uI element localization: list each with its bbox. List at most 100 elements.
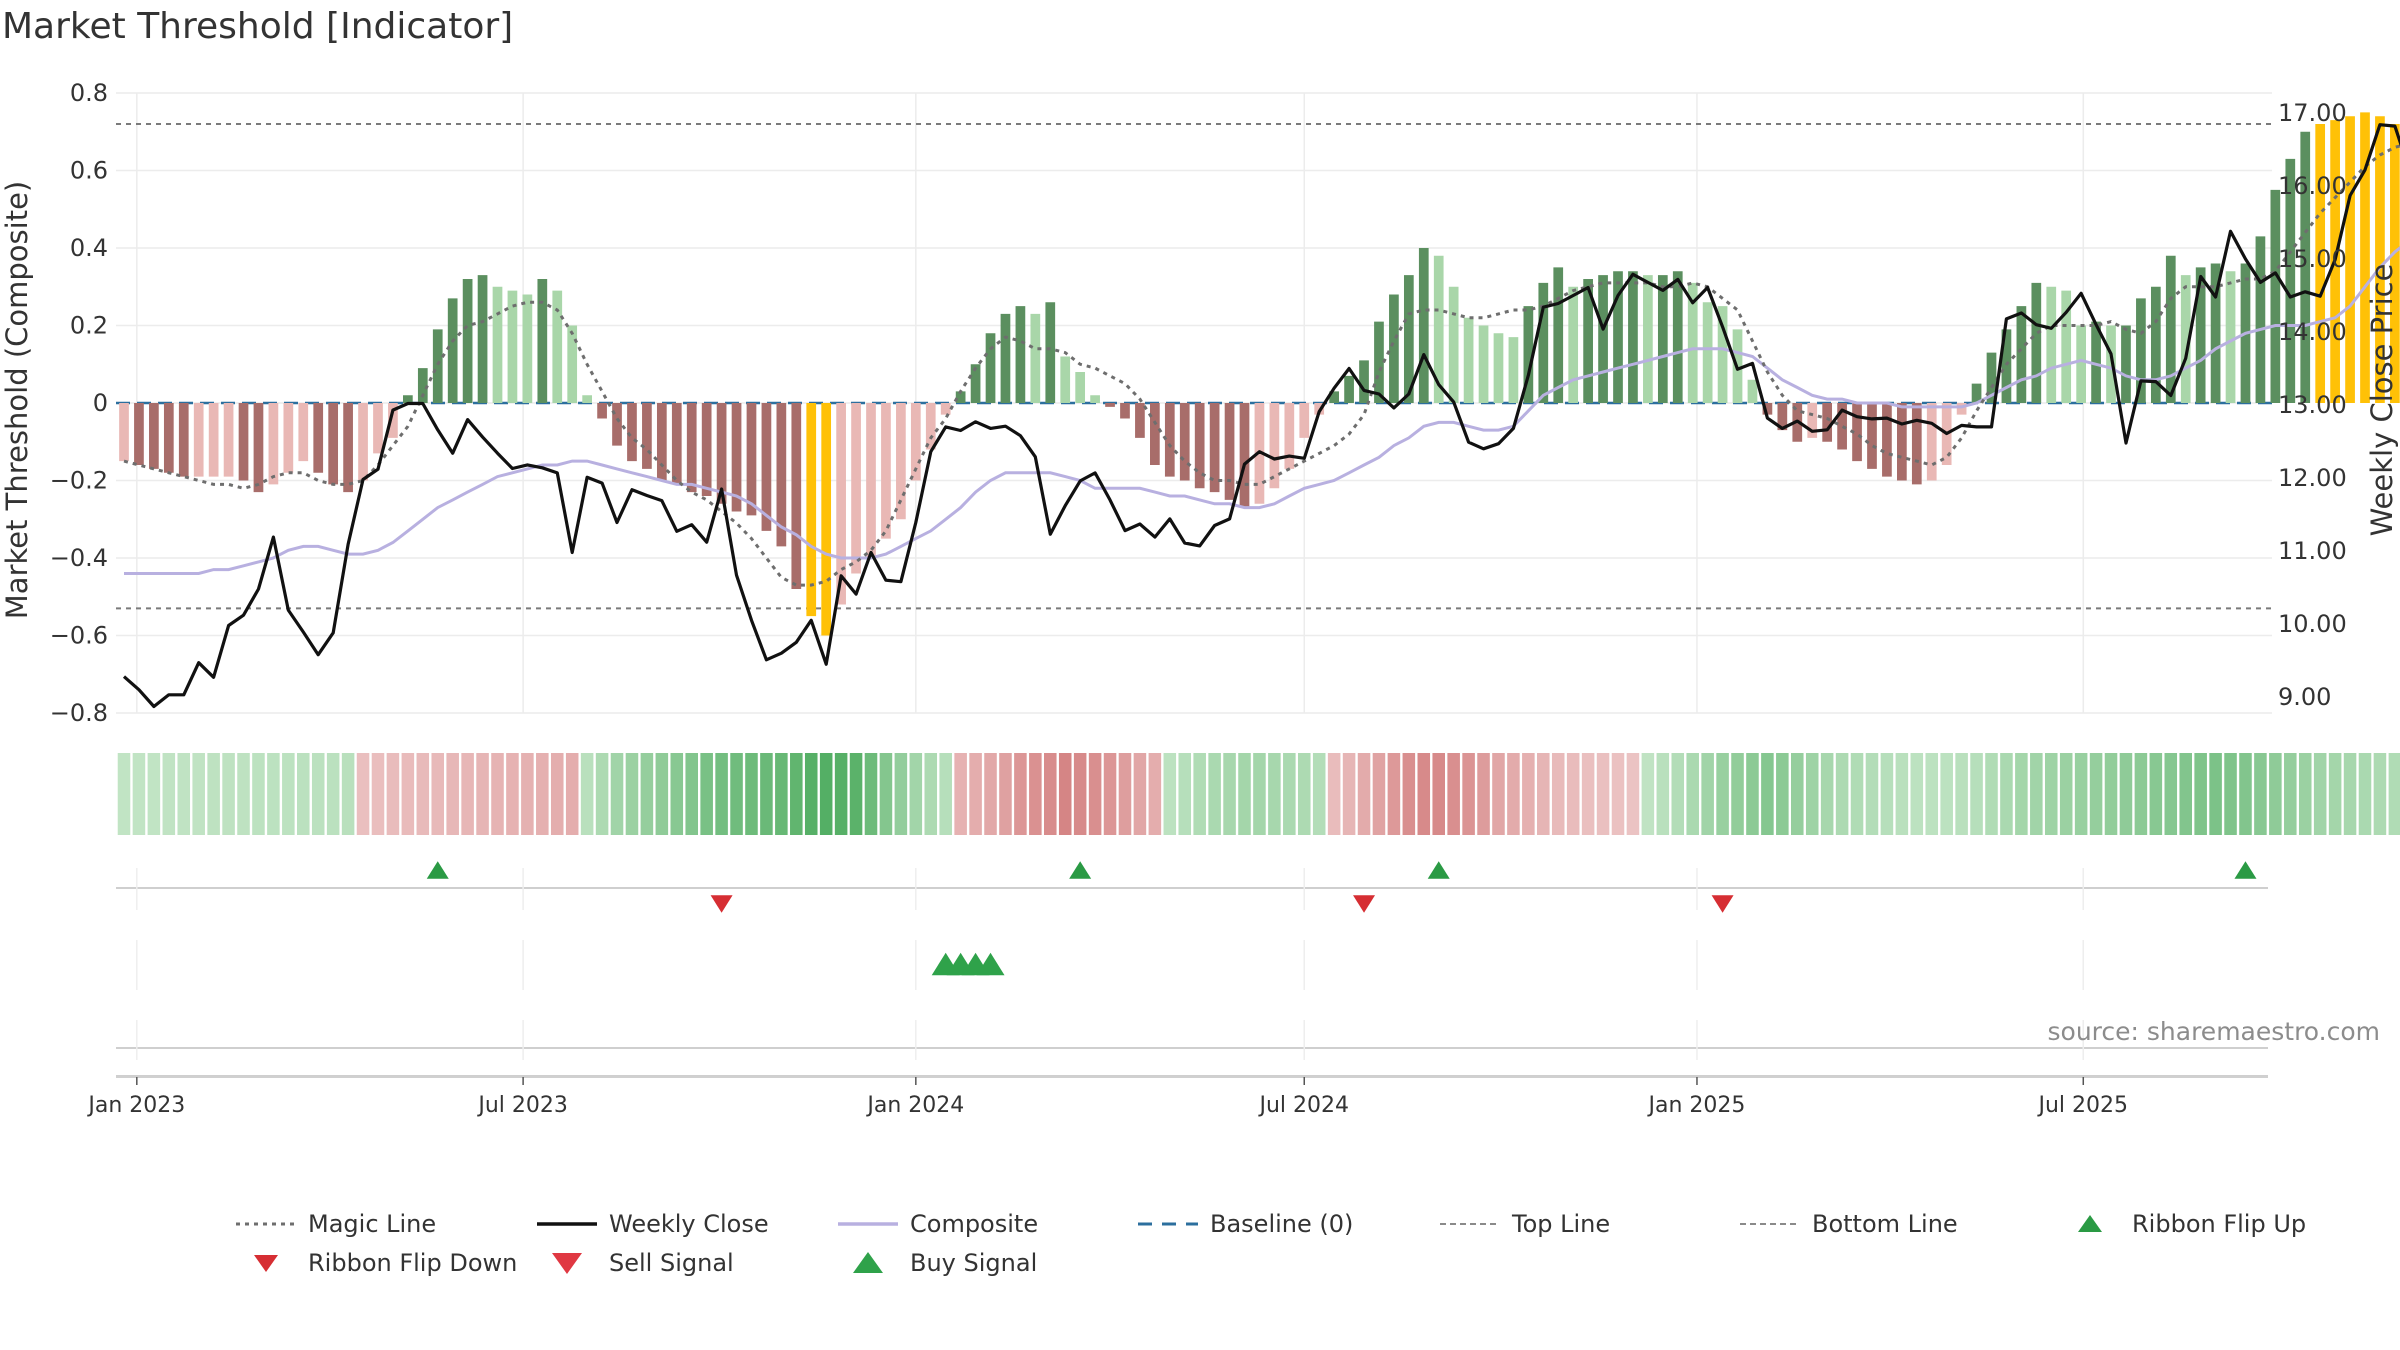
composite-bar (1344, 375, 1354, 403)
y-tick-label: 0.8 (70, 79, 108, 107)
y-tick-label: −0.6 (50, 622, 108, 650)
composite-bar (163, 403, 174, 473)
ribbon-cell (2044, 753, 2058, 835)
composite-bar (1284, 403, 1295, 469)
ribbon-cell (2164, 753, 2178, 835)
ribbon-cell (1551, 753, 1565, 835)
legend-swatch (254, 1255, 278, 1272)
source-note: source: sharemaestro.com (2048, 1017, 2381, 1046)
ribbon-cell (580, 753, 594, 835)
ribbon-cell (282, 753, 295, 835)
ribbon-cell (1073, 753, 1087, 835)
ribbon-cell (2194, 753, 2207, 835)
ribbon-cell (790, 753, 803, 835)
ribbon-cell (1940, 753, 1953, 835)
ribbon-cell (954, 753, 967, 835)
ribbon-cell (311, 753, 325, 835)
ribbon-cell (1955, 753, 1968, 835)
composite-bar (283, 403, 294, 473)
weekly-close-line (122, 123, 2400, 709)
ribbon-flip-down-marker (1353, 895, 1376, 913)
ribbon-cell (1731, 753, 1744, 835)
ribbon-cell (1776, 753, 1789, 835)
composite-bar (537, 279, 548, 403)
x-tick-label: Jan 2023 (86, 1093, 185, 1118)
composite-bar (1702, 302, 1713, 403)
composite-bar (343, 403, 353, 493)
ribbon-cell (999, 753, 1012, 835)
composite-bar (2106, 325, 2116, 403)
composite-bar (1329, 391, 1339, 403)
composite-bar (1194, 403, 1205, 489)
ribbon-cell (2328, 753, 2342, 835)
composite-bar (955, 391, 966, 403)
composite-bar (1717, 306, 1728, 403)
legend-label: Sell Signal (609, 1249, 734, 1277)
legend-item: Composite (838, 1210, 1038, 1238)
legend-item: Sell Signal (552, 1249, 734, 1277)
composite-bar (238, 403, 249, 481)
composite-bar (776, 403, 787, 547)
composite-bar (462, 279, 473, 403)
ribbon-cell (819, 753, 833, 835)
y-axis-left-label: Market Threshold (Composite) (0, 181, 34, 619)
composite-bar (477, 275, 488, 403)
ribbon-cell (341, 753, 355, 835)
composite-bar (2091, 321, 2101, 403)
composite-bar (985, 333, 996, 403)
composite-bar (851, 403, 861, 574)
composite-bar (1986, 352, 1997, 403)
ribbon-flip-down-marker (710, 895, 733, 913)
composite-bar (716, 403, 727, 504)
composite-bar (1433, 255, 1444, 403)
ribbon-cell (1208, 753, 1221, 835)
x-tick-label: Jul 2023 (476, 1093, 568, 1118)
composite-bar (567, 325, 578, 403)
composite-bar (1568, 286, 1579, 403)
composite-bar (1493, 333, 1504, 403)
ribbon-cell (685, 753, 698, 835)
legend-label: Composite (910, 1210, 1038, 1238)
composite-bar (910, 403, 921, 481)
composite-bar (881, 403, 891, 539)
y-tick-label: 0.2 (70, 312, 108, 340)
ribbon-cell (775, 753, 788, 835)
ribbon-cell (969, 753, 982, 835)
composite-bar (1852, 403, 1862, 462)
composite-bar (1463, 317, 1474, 403)
legend-item: Ribbon Flip Up (2078, 1210, 2306, 1238)
composite-bar (686, 403, 697, 493)
ribbon-cell (1492, 753, 1505, 835)
composite-bar (1687, 282, 1698, 403)
y-right-tick-label: 13.00 (2278, 391, 2347, 419)
composite-bar (2016, 306, 2027, 403)
composite-bar (1403, 275, 1414, 403)
ribbon-cell (476, 753, 489, 835)
ribbon-cell (730, 753, 743, 835)
ribbon-cell (550, 753, 564, 835)
ribbon-cell (1716, 753, 1729, 835)
composite-bar (970, 364, 981, 403)
composite-bar (1164, 403, 1175, 477)
composite-bar (1209, 403, 1220, 493)
ribbon-cell (2015, 753, 2028, 835)
ribbon-cell (2149, 753, 2163, 835)
y-axis-right: 17.00 16.00 15.00 14.00 13.00 12.00 11.00 10.00… (2278, 99, 2347, 711)
composite-bar (2300, 131, 2311, 403)
y-right-tick-label: 9.00 (2278, 683, 2331, 711)
ribbon-cell (834, 753, 848, 835)
ribbon-cell (2074, 753, 2088, 835)
composite-bar (1762, 403, 1773, 415)
ribbon-cell (267, 753, 280, 835)
ribbon-cell (401, 753, 415, 835)
ribbon-cell (1163, 753, 1177, 835)
composite-bar (2150, 286, 2161, 403)
ribbon-cell (1178, 753, 1192, 835)
composite-bar (1090, 395, 1100, 403)
ribbon-cell (760, 753, 773, 835)
composite-bar (896, 403, 906, 520)
composite-bar (1239, 403, 1250, 508)
ribbon-cell (371, 753, 385, 835)
ribbon-cell (715, 753, 728, 835)
composite-bar (1613, 271, 1623, 403)
